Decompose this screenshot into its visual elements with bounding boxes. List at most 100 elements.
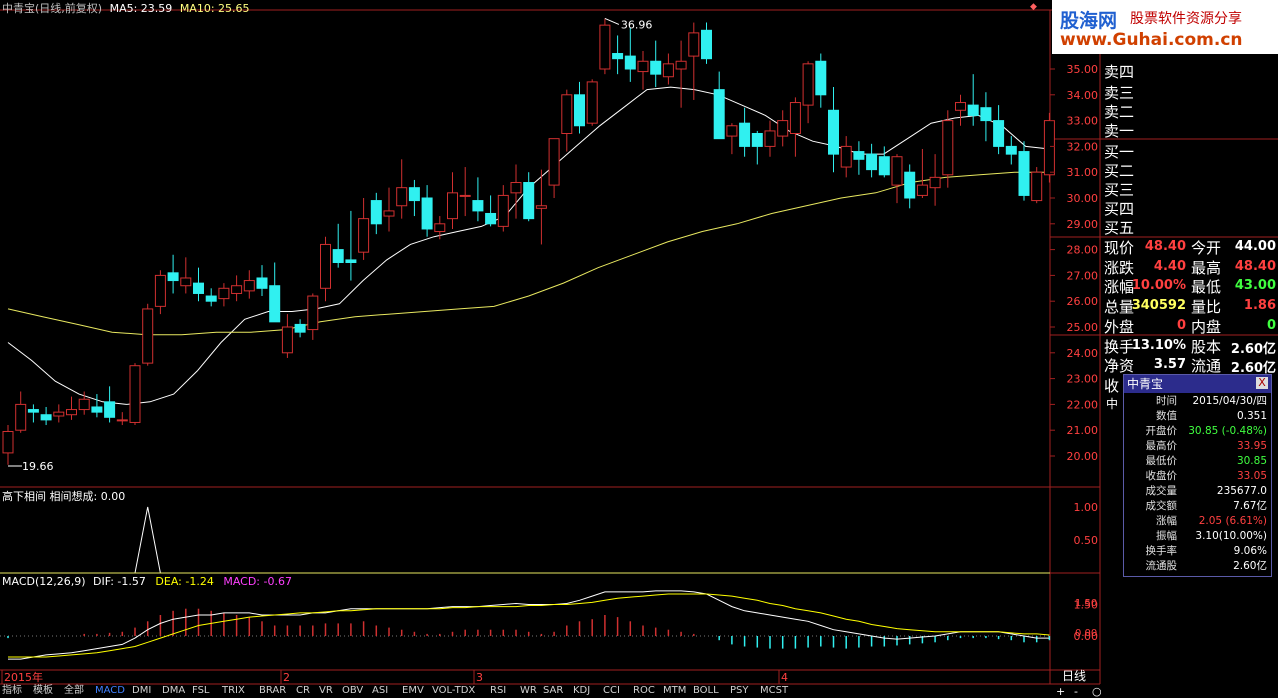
tab-cci[interactable]: CCI	[603, 685, 620, 696]
candle	[307, 295, 319, 331]
candle	[980, 107, 992, 122]
candle	[320, 243, 331, 289]
candle	[777, 120, 789, 137]
tab-模板[interactable]: 模板	[33, 685, 53, 696]
tab-cr[interactable]: CR	[296, 685, 310, 696]
zoom-control-0[interactable]: +	[1056, 685, 1066, 698]
tab-sar[interactable]: SAR	[543, 685, 564, 696]
stat-label: 内盘	[1191, 317, 1222, 336]
tab-psy[interactable]: PSY	[730, 685, 749, 696]
stat-label: 净资	[1104, 357, 1135, 376]
candle	[129, 365, 141, 423]
candle	[815, 60, 827, 96]
zoom-control-1[interactable]: -	[1074, 685, 1078, 698]
stat-label: 换手	[1104, 337, 1135, 356]
tab-macd[interactable]: MACD	[95, 685, 125, 696]
sell4-label: 卖四	[1104, 63, 1135, 81]
sell2-label: 卖二	[1104, 103, 1135, 121]
tab-boll[interactable]: BOLL	[693, 685, 719, 696]
tab-mtm[interactable]: MTM	[663, 685, 687, 696]
tab-mcst[interactable]: MCST	[760, 685, 789, 696]
candle	[383, 210, 395, 217]
candle	[485, 212, 497, 225]
popup-row: 振幅 3.10(10.00%)	[1124, 529, 1271, 544]
tab-emv[interactable]: EMV	[402, 685, 424, 696]
candle	[116, 419, 128, 422]
candle	[548, 138, 560, 186]
popup-row: 成交额 7.67亿	[1124, 499, 1271, 514]
indicator-tabs: 指标 模板 全部 MACD DMI DMA FSL TRIX BRAR CR VR OBV ASI EMV…	[0, 685, 1050, 697]
popup-row-label: 数值	[1156, 410, 1177, 422]
candle	[243, 280, 255, 292]
candle	[891, 156, 903, 186]
chart-header: 中青宝(日线,前复权) MA5: 23.59 MA10: 25.65	[2, 0, 250, 16]
candle	[167, 272, 179, 282]
high-annotation: 36.96	[621, 18, 653, 31]
candle	[840, 145, 852, 168]
indicator1-tick-label: 1.00	[1074, 501, 1099, 514]
candle	[967, 104, 979, 116]
stat-label: 外盘	[1104, 317, 1135, 336]
macd-label: MACD(12,26,9)	[2, 575, 86, 588]
buy1-label: 买一	[1104, 143, 1135, 161]
popup-row-label: 成交额	[1145, 500, 1178, 512]
tab-obv[interactable]: OBV	[342, 685, 364, 696]
popup-row-value: 30.85 (-0.48%)	[1188, 425, 1267, 437]
period-label[interactable]: 日线	[1062, 669, 1087, 683]
candle	[751, 133, 763, 147]
candle	[66, 409, 77, 416]
tab-trix[interactable]: TRIX	[222, 685, 245, 696]
candle	[15, 403, 27, 431]
price-tick-label: 34.00	[1067, 89, 1099, 102]
candle	[637, 60, 649, 73]
tab-dmi[interactable]: DMI	[132, 685, 152, 696]
stat-label: 量比	[1191, 298, 1222, 317]
tab-roc[interactable]: ROC	[633, 685, 655, 696]
ma5-label: MA5: 23.59	[109, 2, 173, 15]
tab-kdj[interactable]: KDJ	[573, 685, 591, 696]
candle	[688, 32, 700, 57]
popup-row-label: 成交量	[1145, 485, 1178, 497]
candle	[612, 53, 624, 60]
price-tick-label: 29.00	[1067, 218, 1099, 231]
tab-rsi[interactable]: RSI	[490, 685, 507, 696]
candle	[193, 282, 204, 294]
tab-指标[interactable]: 指标	[2, 685, 22, 696]
buy4-label: 买四	[1104, 200, 1135, 218]
candle	[408, 187, 420, 202]
zoom-control-2[interactable]: ○	[1092, 685, 1102, 698]
close-icon[interactable]: X	[1256, 377, 1268, 389]
tab-brar[interactable]: BRAR	[259, 685, 287, 696]
date-label: 3	[476, 671, 483, 684]
candle	[281, 326, 293, 354]
candle	[142, 308, 154, 364]
stat-value: 44.00	[1234, 239, 1276, 254]
indicator1-title: 高下相间 相间想成: 0.00	[2, 490, 126, 503]
logo-brand: 股海网	[1060, 10, 1118, 32]
popup-row-value: 2.60亿	[1233, 560, 1267, 572]
candle	[78, 398, 90, 411]
popup-row: 最低价 30.85	[1124, 454, 1271, 469]
tab-全部[interactable]: 全部	[64, 685, 84, 696]
candle	[447, 192, 458, 220]
data-popup[interactable]: 中青宝 X 时间 2015/04/30/四 数值 0.351 开盘价 30.85 (-0.…	[1123, 374, 1272, 577]
tab-fsl[interactable]: FSL	[192, 685, 210, 696]
candle	[916, 184, 928, 196]
tab-wr[interactable]: WR	[520, 685, 537, 696]
candle	[942, 120, 954, 176]
candle	[929, 176, 941, 189]
candle	[434, 223, 446, 233]
logo-tagline: 股票软件资源分享	[1130, 11, 1242, 27]
price-tick-label: 27.00	[1067, 269, 1099, 282]
tab-vr[interactable]: VR	[319, 685, 333, 696]
high-pointer	[604, 17, 620, 25]
tab-dma[interactable]: DMA	[162, 685, 186, 696]
stat-label: 股本	[1191, 337, 1222, 356]
popup-titlebar[interactable]: 中青宝 X	[1124, 375, 1271, 393]
candle	[53, 411, 65, 417]
tab-vol-tdx[interactable]: VOL-TDX	[432, 685, 476, 696]
stock-title: 中青宝(日线,前复权)	[2, 2, 103, 15]
tab-asi[interactable]: ASI	[372, 685, 389, 696]
